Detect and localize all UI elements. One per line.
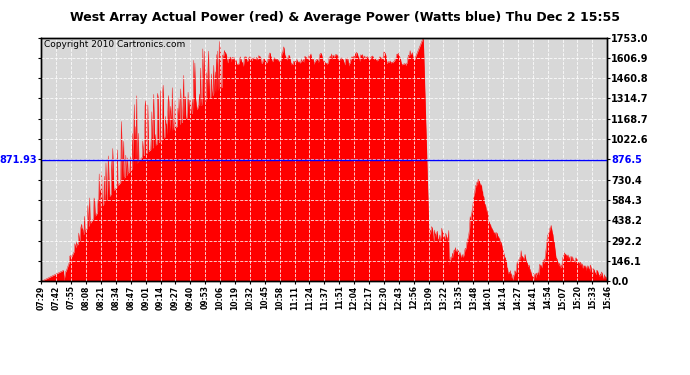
Text: Copyright 2010 Cartronics.com: Copyright 2010 Cartronics.com xyxy=(44,40,186,49)
Text: West Array Actual Power (red) & Average Power (Watts blue) Thu Dec 2 15:55: West Array Actual Power (red) & Average … xyxy=(70,11,620,24)
